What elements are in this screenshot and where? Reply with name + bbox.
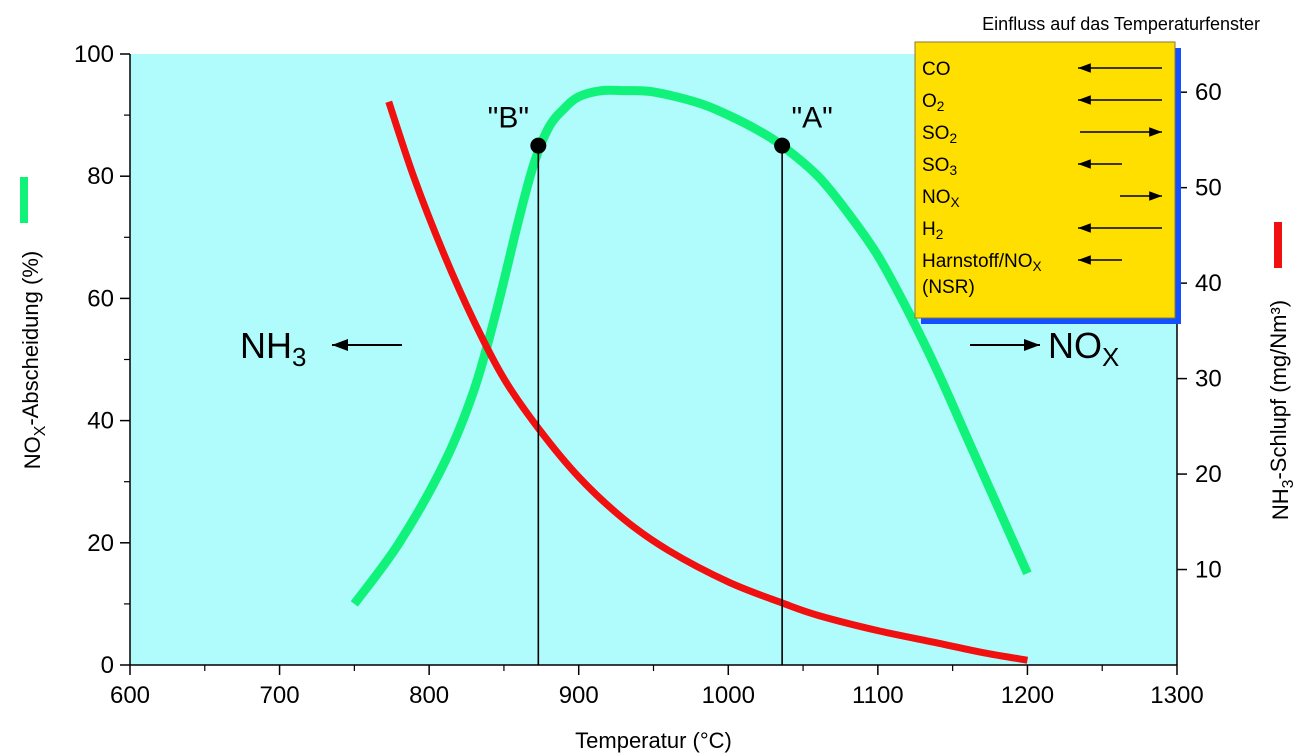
nox-legend-swatch: [20, 177, 28, 223]
y-left-tick-label: 60: [87, 285, 114, 312]
nh3-legend-swatch: [1274, 222, 1282, 268]
factor-label-0: CO: [922, 59, 951, 80]
factor-arrow-0: [1078, 63, 1162, 73]
y-left-tick-label: 80: [87, 163, 114, 190]
x-tick-label: 800: [409, 682, 449, 709]
point-1-label: "A": [791, 102, 832, 135]
factor-arrow-6: [1078, 255, 1122, 265]
nox-direction-arrow: [970, 339, 1040, 351]
y-left-tick-label: 100: [74, 41, 114, 68]
factor-label-6-line2: (NSR): [922, 277, 975, 298]
factor-label-4: NOX: [922, 187, 960, 210]
y-right-tick-label: 60: [1195, 79, 1222, 106]
x-tick-label: 900: [559, 682, 599, 709]
x-axis-title: Temperatur (°C): [575, 728, 732, 753]
nox-series-line: [350, 85, 1032, 607]
y-right-tick-label: 30: [1195, 366, 1222, 393]
factor-label-5: H2: [922, 219, 943, 242]
factor-arrow-3: [1078, 159, 1122, 169]
y-left-tick-label: 40: [87, 408, 114, 435]
point-0-marker: [530, 137, 547, 154]
x-tick-label: 700: [260, 682, 300, 709]
nox-direction-label: NOX: [1048, 325, 1119, 372]
factor-label-3: SO3: [922, 155, 957, 178]
y-right-tick-label: 50: [1195, 175, 1222, 202]
factor-arrow-5: [1078, 223, 1162, 233]
nh3-direction-arrow: [332, 339, 402, 351]
nh3-series-line: [385, 100, 1029, 664]
factor-label-2: SO2: [922, 123, 957, 146]
factors-panel: [914, 41, 1176, 319]
y-right-tick-label: 40: [1195, 270, 1222, 297]
y-right-tick-label: 10: [1195, 557, 1222, 584]
y-left-tick-label: 20: [87, 530, 114, 557]
y-right-tick-label: 20: [1195, 461, 1222, 488]
point-0-label: "B": [488, 102, 529, 135]
x-tick-label: 1200: [1001, 682, 1054, 709]
factor-label-6: Harnstoff/NOX: [922, 251, 1042, 274]
x-tick-label: 1300: [1150, 682, 1203, 709]
y-left-axis-title: NOX-Abscheidung (%): [18, 251, 49, 469]
factor-arrow-2: [1080, 127, 1162, 137]
factor-arrow-1: [1078, 95, 1162, 105]
y-left-tick-label: 0: [101, 652, 114, 679]
factors-panel-title: Einfluss auf das Temperaturfenster: [982, 14, 1260, 34]
nh3-direction-label: NH3: [240, 325, 306, 372]
y-right-axis-title: NH3-Schlupf (mg/Nm³): [1266, 300, 1297, 520]
point-1-marker: [774, 137, 791, 154]
x-tick-label: 1100: [852, 682, 904, 709]
x-tick-label: 600: [110, 682, 150, 709]
factor-arrow-4: [1120, 191, 1162, 201]
factor-label-1: O2: [922, 91, 944, 114]
x-tick-label: 1000: [702, 682, 755, 709]
